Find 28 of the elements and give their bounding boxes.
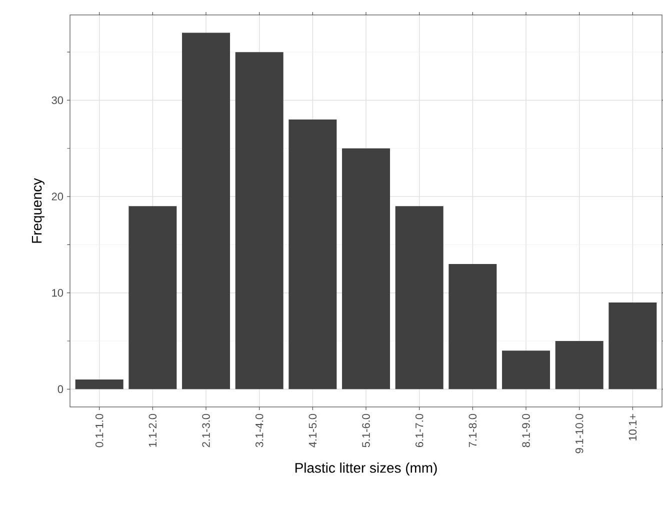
x-tick-label: 4.1-5.0 — [308, 414, 317, 448]
bar — [235, 52, 284, 390]
x-tick-label: 10.1+ — [628, 414, 637, 440]
x-tick-label: 0.1-1.0 — [95, 414, 104, 448]
y-tick-label: 10 — [52, 288, 64, 297]
bar — [395, 206, 444, 390]
bar — [608, 302, 657, 390]
bar — [555, 341, 604, 390]
y-tick-label: 0 — [58, 385, 64, 394]
y-tick-label: 30 — [52, 96, 64, 104]
bar — [128, 206, 177, 390]
bar — [342, 148, 390, 390]
x-tick-label: 3.1-4.0 — [255, 414, 264, 448]
x-tick-label: 7.1-8.0 — [468, 414, 477, 448]
bar — [502, 350, 550, 390]
x-tick-label: 9.1-10.0 — [575, 414, 584, 454]
x-tick-label: 2.1-3.0 — [202, 414, 210, 448]
x-axis-title: Plastic litter sizes (mm) — [295, 462, 437, 476]
bar — [288, 119, 337, 390]
x-tick-label: 6.1-7.0 — [415, 414, 424, 448]
y-axis-title: Frequency — [32, 178, 44, 243]
x-tick-label: 5.1-6.0 — [362, 414, 370, 448]
bar — [448, 264, 497, 390]
x-tick-label: 8.1-9.0 — [522, 414, 530, 448]
y-tick-label: 20 — [52, 192, 64, 200]
bar — [182, 32, 230, 390]
x-tick-label: 1.1-2.0 — [148, 414, 157, 447]
bar — [75, 380, 124, 390]
